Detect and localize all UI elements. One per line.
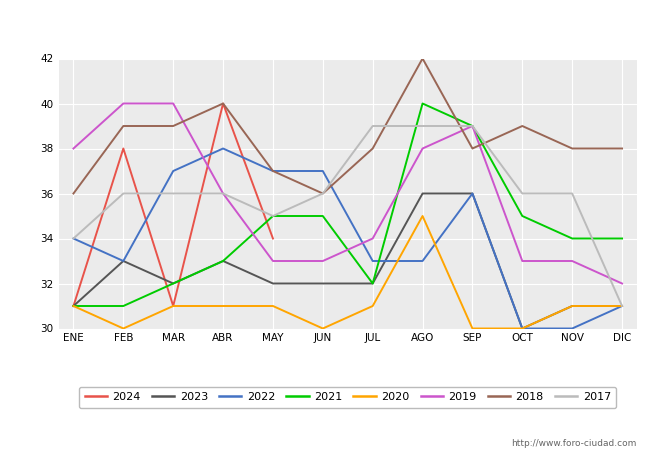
Legend: 2024, 2023, 2022, 2021, 2020, 2019, 2018, 2017: 2024, 2023, 2022, 2021, 2020, 2019, 2018… [79,387,616,408]
Text: http://www.foro-ciudad.com: http://www.foro-ciudad.com [512,439,637,448]
Text: Afiliados en Aldeanueva del Codonal a 31/5/2024: Afiliados en Aldeanueva del Codonal a 31… [123,16,527,31]
